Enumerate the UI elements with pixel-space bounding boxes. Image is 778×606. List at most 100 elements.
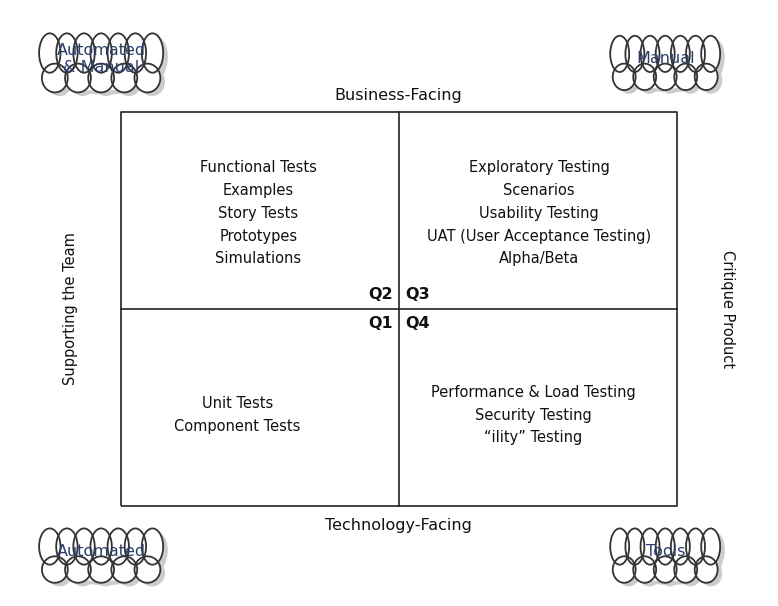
Ellipse shape <box>111 556 137 583</box>
Ellipse shape <box>638 560 661 587</box>
Text: Automated
& Manual: Automated & Manual <box>57 42 145 75</box>
Ellipse shape <box>701 528 720 565</box>
Ellipse shape <box>112 532 134 568</box>
Ellipse shape <box>661 532 679 568</box>
Ellipse shape <box>686 36 705 72</box>
Ellipse shape <box>645 39 664 76</box>
Ellipse shape <box>65 64 91 93</box>
Text: Tools: Tools <box>646 544 685 559</box>
Ellipse shape <box>706 532 725 568</box>
Ellipse shape <box>626 36 644 72</box>
Text: Technology-Facing: Technology-Facing <box>325 518 472 533</box>
Ellipse shape <box>142 33 163 73</box>
Ellipse shape <box>95 532 117 568</box>
Ellipse shape <box>661 39 679 76</box>
Ellipse shape <box>93 560 119 587</box>
Ellipse shape <box>610 528 629 565</box>
Ellipse shape <box>44 532 65 568</box>
Ellipse shape <box>39 528 61 565</box>
Ellipse shape <box>691 532 710 568</box>
Ellipse shape <box>695 64 717 90</box>
Ellipse shape <box>129 532 151 568</box>
Ellipse shape <box>679 560 702 587</box>
Ellipse shape <box>46 535 166 585</box>
Text: Q1: Q1 <box>368 316 392 331</box>
Ellipse shape <box>617 42 723 92</box>
Ellipse shape <box>640 528 660 565</box>
Ellipse shape <box>111 64 137 93</box>
Ellipse shape <box>78 532 100 568</box>
Ellipse shape <box>146 37 168 76</box>
Ellipse shape <box>47 560 72 587</box>
Text: Automated: Automated <box>57 544 145 559</box>
Ellipse shape <box>88 556 114 583</box>
Ellipse shape <box>656 528 675 565</box>
Ellipse shape <box>88 64 114 93</box>
Ellipse shape <box>706 39 725 76</box>
Ellipse shape <box>699 67 722 94</box>
Ellipse shape <box>139 67 165 96</box>
Text: Performance & Load Testing
Security Testing
“ility” Testing: Performance & Load Testing Security Test… <box>430 385 636 445</box>
Ellipse shape <box>612 531 718 581</box>
Ellipse shape <box>658 560 682 587</box>
Text: Critique Product: Critique Product <box>720 250 735 368</box>
Ellipse shape <box>633 64 656 90</box>
Ellipse shape <box>645 532 664 568</box>
Ellipse shape <box>39 33 61 73</box>
Ellipse shape <box>675 39 695 76</box>
Ellipse shape <box>658 67 682 94</box>
Ellipse shape <box>90 528 112 565</box>
Ellipse shape <box>633 556 656 583</box>
Ellipse shape <box>56 33 78 73</box>
Ellipse shape <box>618 560 640 587</box>
Ellipse shape <box>47 67 72 96</box>
Ellipse shape <box>135 556 160 583</box>
Ellipse shape <box>107 33 129 73</box>
Ellipse shape <box>65 556 91 583</box>
Text: Q2: Q2 <box>368 287 392 302</box>
Ellipse shape <box>618 67 640 94</box>
Ellipse shape <box>626 528 644 565</box>
Text: Q3: Q3 <box>405 287 429 302</box>
Ellipse shape <box>671 528 690 565</box>
Ellipse shape <box>61 37 82 76</box>
Text: Business-Facing: Business-Facing <box>335 88 463 102</box>
Ellipse shape <box>90 33 112 73</box>
Ellipse shape <box>638 67 661 94</box>
Ellipse shape <box>610 36 629 72</box>
Ellipse shape <box>630 39 649 76</box>
Ellipse shape <box>124 33 146 73</box>
Ellipse shape <box>146 532 168 568</box>
Ellipse shape <box>56 528 78 565</box>
Ellipse shape <box>41 36 161 91</box>
Ellipse shape <box>93 67 119 96</box>
Ellipse shape <box>42 64 68 93</box>
Ellipse shape <box>107 528 129 565</box>
Ellipse shape <box>46 40 166 95</box>
Ellipse shape <box>124 528 146 565</box>
Ellipse shape <box>615 532 634 568</box>
Text: Manual: Manual <box>636 52 695 66</box>
Ellipse shape <box>70 560 96 587</box>
Ellipse shape <box>656 36 675 72</box>
Ellipse shape <box>112 37 134 76</box>
Ellipse shape <box>699 560 722 587</box>
Ellipse shape <box>42 556 68 583</box>
Ellipse shape <box>95 37 117 76</box>
Ellipse shape <box>654 64 677 90</box>
Ellipse shape <box>640 36 660 72</box>
Ellipse shape <box>686 528 705 565</box>
Ellipse shape <box>675 532 695 568</box>
Ellipse shape <box>675 64 697 90</box>
Ellipse shape <box>630 532 649 568</box>
Ellipse shape <box>73 528 95 565</box>
Ellipse shape <box>691 39 710 76</box>
Ellipse shape <box>695 556 717 583</box>
Ellipse shape <box>679 67 702 94</box>
Text: Q4: Q4 <box>405 316 429 331</box>
Ellipse shape <box>142 528 163 565</box>
Ellipse shape <box>671 36 690 72</box>
Ellipse shape <box>615 39 634 76</box>
Ellipse shape <box>44 37 65 76</box>
Text: Supporting the Team: Supporting the Team <box>62 233 78 385</box>
